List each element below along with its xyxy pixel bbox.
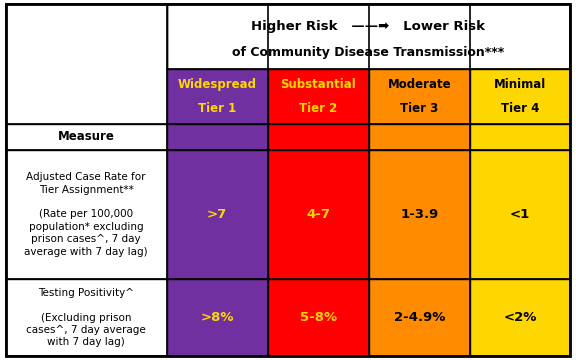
- Text: Tier 3: Tier 3: [400, 102, 438, 115]
- Text: Minimal: Minimal: [494, 78, 546, 91]
- Text: >8%: >8%: [200, 311, 234, 324]
- Text: Adjusted Case Rate for
Tier Assignment**

(Rate per 100,000
population* excludin: Adjusted Case Rate for Tier Assignment**…: [24, 172, 148, 257]
- Bar: [470, 123, 570, 150]
- Text: Tier 2: Tier 2: [299, 102, 338, 115]
- Bar: [268, 69, 369, 123]
- Bar: [166, 123, 268, 150]
- Text: Widespread: Widespread: [177, 78, 257, 91]
- Text: of Community Disease Transmission***: of Community Disease Transmission***: [232, 46, 505, 59]
- Bar: [6, 123, 166, 150]
- Text: 5-8%: 5-8%: [300, 311, 337, 324]
- Text: Measure: Measure: [58, 130, 115, 143]
- Bar: [268, 123, 369, 150]
- Bar: [369, 150, 470, 279]
- Text: Substantial: Substantial: [281, 78, 356, 91]
- Bar: [268, 150, 369, 279]
- Bar: [268, 279, 369, 356]
- Bar: [470, 279, 570, 356]
- Bar: [6, 4, 166, 123]
- Text: Testing Positivity^

(Excluding prison
cases^, 7 day average
with 7 day lag): Testing Positivity^ (Excluding prison ca…: [26, 288, 146, 347]
- Bar: [369, 279, 470, 356]
- Text: <2%: <2%: [503, 311, 537, 324]
- Bar: [166, 69, 268, 123]
- Text: >7: >7: [207, 208, 228, 221]
- Text: Moderate: Moderate: [388, 78, 451, 91]
- Bar: [369, 123, 470, 150]
- Text: Tier 1: Tier 1: [198, 102, 236, 115]
- Text: Tier 4: Tier 4: [501, 102, 539, 115]
- Bar: [166, 279, 268, 356]
- Text: Higher Risk   ——➡   Lower Risk: Higher Risk ——➡ Lower Risk: [252, 20, 486, 33]
- Bar: [6, 279, 166, 356]
- Text: <1: <1: [510, 208, 530, 221]
- Text: 4-7: 4-7: [306, 208, 330, 221]
- Bar: [369, 69, 470, 123]
- Bar: [166, 4, 570, 69]
- Text: 2-4.9%: 2-4.9%: [393, 311, 445, 324]
- Text: 1-3.9: 1-3.9: [400, 208, 438, 221]
- Bar: [6, 150, 166, 279]
- Bar: [470, 150, 570, 279]
- Bar: [166, 150, 268, 279]
- Bar: [470, 69, 570, 123]
